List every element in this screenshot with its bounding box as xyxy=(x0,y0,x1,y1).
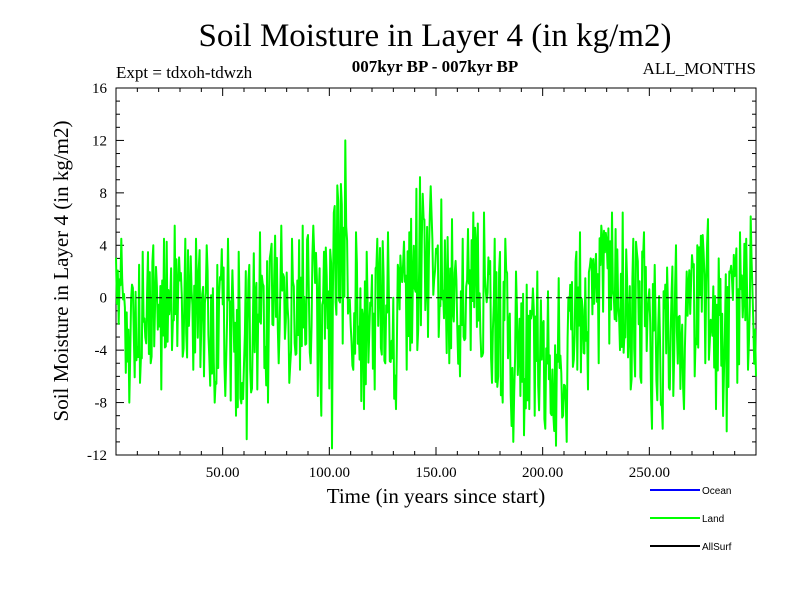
legend-label-allsurf: AllSurf xyxy=(702,542,732,553)
y-axis-label: Soil Moisture in Layer 4 (in kg/m2) xyxy=(49,121,73,422)
y-tick-label: 12 xyxy=(92,133,107,149)
legend-label-ocean: Ocean xyxy=(702,486,731,497)
y-tick-label: -12 xyxy=(87,448,107,464)
period-label: 007kyr BP - 007kyr BP xyxy=(352,57,519,76)
y-tick-label: 0 xyxy=(100,291,108,307)
x-tick-label: 200.00 xyxy=(522,465,563,481)
minor-ticks xyxy=(116,88,756,455)
legend: Ocean Land AllSurf xyxy=(650,486,732,553)
x-tick-label: 250.00 xyxy=(629,465,670,481)
chart-title: Soil Moisture in Layer 4 (in kg/m2) xyxy=(199,18,672,54)
x-tick-label: 50.00 xyxy=(206,465,240,481)
months-label: ALL_MONTHS xyxy=(643,59,756,78)
series-line-land xyxy=(115,139,757,450)
experiment-label: Expt = tdxoh-tdwzh xyxy=(116,63,253,82)
y-tick-label: -4 xyxy=(95,343,108,359)
x-axis-label: Time (in years since start) xyxy=(327,484,546,508)
x-axis-ticks: 50.00 100.00 150.00 200.00 250.00 xyxy=(206,88,670,481)
x-tick-label: 100.00 xyxy=(309,465,350,481)
y-tick-label: 8 xyxy=(100,186,108,202)
y-tick-label: 4 xyxy=(100,238,108,254)
series-group xyxy=(115,139,757,450)
y-tick-label: 16 xyxy=(92,81,108,97)
y-tick-label: -8 xyxy=(95,396,108,412)
x-tick-label: 150.00 xyxy=(415,465,456,481)
y-axis-ticks: 16 12 8 4 0 -4 -8 -12 xyxy=(87,81,756,464)
legend-label-land: Land xyxy=(702,514,724,525)
